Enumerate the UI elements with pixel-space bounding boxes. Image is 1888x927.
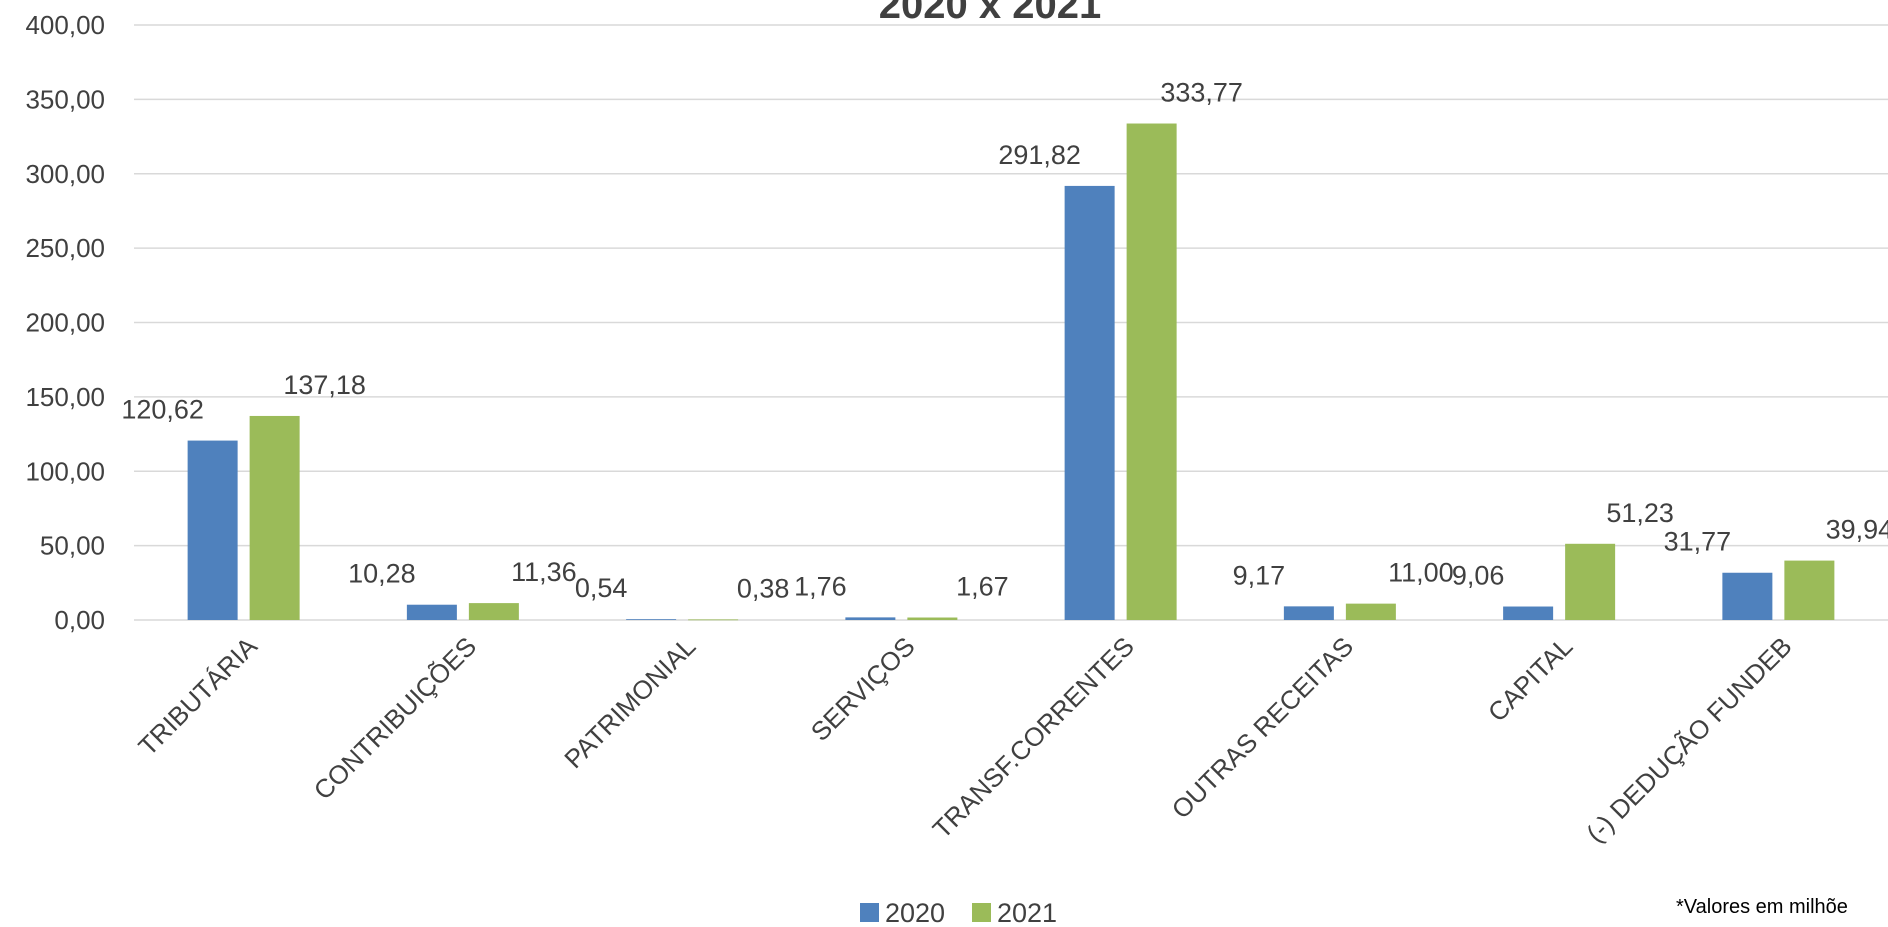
bar-2021	[1565, 543, 1616, 620]
data-label-2020: 9,17	[1233, 560, 1286, 590]
bar-2021	[1126, 123, 1177, 621]
y-tick-label: 150,00	[25, 382, 105, 412]
legend: 2020 2021	[860, 898, 1057, 927]
y-tick-label: 300,00	[25, 159, 105, 189]
x-category-label: PATRIMONIAL	[558, 631, 701, 774]
bar-2020	[1283, 606, 1334, 620]
bar-2020	[406, 604, 457, 620]
x-axis-category-labels: TRIBUTÁRIA CONTRIBUIÇÕES PATRIMONIAL SERVIÇ…	[132, 631, 1797, 849]
data-label-2020: 0,54	[575, 573, 628, 603]
data-label-2020: 1,76	[794, 571, 847, 601]
values-note: *Valores em milhõe	[1676, 896, 1848, 918]
x-category-label: CAPITAL	[1482, 631, 1578, 727]
data-label-2020: 120,62	[121, 395, 204, 425]
bar-2020	[1722, 572, 1773, 620]
data-label-2021: 51,23	[1606, 498, 1674, 528]
bar-2020	[626, 619, 677, 620]
gridlines	[134, 24, 1888, 621]
y-tick-label: 250,00	[25, 233, 105, 263]
data-label-2020: 9,06	[1452, 561, 1505, 591]
data-label-2021: 333,77	[1160, 78, 1243, 108]
bar-2020	[1503, 606, 1554, 620]
x-category-label: CONTRIBUIÇÕES	[308, 631, 482, 805]
x-category-label: SERVIÇOS	[805, 631, 921, 747]
bar-2021	[1345, 603, 1396, 620]
x-category-label: TRANSF.CORRENTES	[927, 631, 1140, 844]
bar-2020	[1064, 185, 1115, 620]
legend-swatch-2021	[972, 903, 991, 922]
legend-label-2021: 2021	[997, 898, 1057, 927]
data-labels: 120,62 137,18 10,28 11,360,54 0,38 1,76 1,67 29…	[121, 78, 1888, 604]
y-axis-tick-labels: 0,00 50,00 100,00 150,00 200,00 250,00 300,00 3…	[25, 10, 105, 635]
data-label-2021: 137,18	[283, 370, 366, 400]
x-category-label: OUTRAS RECEITAS	[1166, 631, 1360, 825]
bar-2020	[845, 617, 896, 620]
bar-2020	[187, 440, 238, 620]
bar-2021	[1784, 560, 1835, 620]
x-category-label: (-) DEDUÇÃO FUNDEB	[1580, 631, 1797, 848]
y-tick-label: 400,00	[25, 10, 105, 40]
data-label-2020: 10,28	[348, 559, 416, 589]
data-label-2021: 11,00	[1388, 558, 1454, 588]
data-label-2020: 291,82	[998, 140, 1081, 170]
bar-2021	[907, 617, 958, 620]
bar-2021	[468, 603, 519, 620]
data-label-2021: 11,36	[511, 557, 577, 587]
data-label-2021: 0,38	[737, 573, 790, 603]
x-category-label: TRIBUTÁRIA	[132, 631, 263, 762]
y-tick-label: 0,00	[54, 605, 105, 635]
bar-2021	[249, 415, 300, 620]
data-label-2020: 31,77	[1664, 527, 1732, 557]
y-tick-label: 200,00	[25, 308, 105, 338]
legend-swatch-2020	[860, 903, 879, 922]
data-label-2021: 1,67	[956, 572, 1009, 602]
y-tick-label: 50,00	[40, 531, 105, 561]
bars	[187, 123, 1835, 621]
bar-2021	[688, 619, 739, 621]
chart-title: 2020 x 2021	[879, 0, 1101, 27]
legend-label-2020: 2020	[885, 898, 945, 927]
y-tick-label: 100,00	[25, 456, 105, 486]
data-label-2021: 39,94	[1826, 515, 1888, 545]
y-tick-label: 350,00	[25, 84, 105, 114]
